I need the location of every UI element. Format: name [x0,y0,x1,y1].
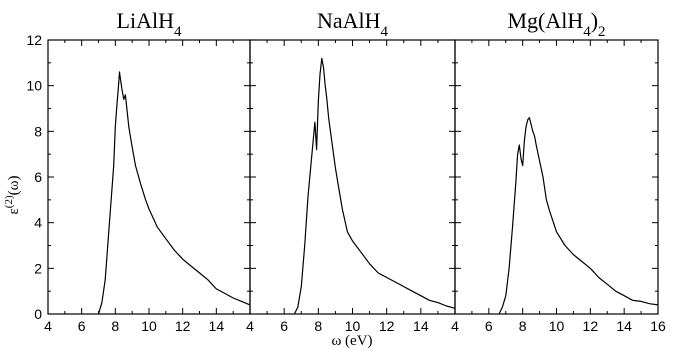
y-tick-label: 0 [34,306,42,322]
x-tick-label: 8 [519,318,527,334]
x-tick-label: 12 [175,318,191,334]
y-tick-label: 10 [26,78,42,94]
x-tick-label: 14 [209,318,225,334]
y-label-arg: (ω) [6,175,22,195]
panel-2: 4 6 8 10 12 14 16 Mg(AlH4)2 [451,8,666,334]
x-tick-label: 6 [78,318,86,334]
series-line-1 [293,57,456,315]
panel-frame [249,39,456,315]
y-tick-label: 4 [34,215,42,231]
panel-1: 4 6 8 10 12 14 NaAlH4 [246,8,456,334]
x-tick-label: 12 [379,318,395,334]
x-tick-label: 12 [583,318,599,334]
x-tick-label: 10 [549,318,565,334]
y-label-main: ε [6,208,22,214]
x-tick-label: 8 [314,318,322,334]
x-tick-label: 10 [141,318,157,334]
x-tick-label: 6 [485,318,493,334]
panel-0: 4 6 8 10 12 14 0 2 4 6 8 10 12 LiAlH4 [26,8,251,334]
x-tick-label: 14 [616,318,632,334]
y-tick-label: 2 [34,260,42,276]
x-tick-label: 6 [280,318,288,334]
panel-title: NaAlH4 [317,8,389,40]
x-tick-label: 4 [451,318,459,334]
x-tick-label: 16 [650,318,666,334]
x-tick-label: 4 [246,318,254,334]
series-line-0 [97,71,251,315]
y-label-sup: (2) [3,195,15,208]
x-tick-label: 8 [111,318,119,334]
x-tick-label: 10 [345,318,361,334]
series-line-2 [498,117,659,315]
panel-title: LiAlH4 [117,8,182,40]
x-tick-label: 14 [413,318,429,334]
panel-frame [454,39,659,315]
x-tick-label: 4 [44,318,52,334]
y-axis-label: ε(2)(ω) [3,175,22,214]
panel-title: Mg(AlH4)2 [507,8,605,40]
y-tick-label: 12 [26,32,42,48]
x-axis-label: ω (eV) [331,333,372,349]
y-tick-label: 6 [34,169,42,185]
panel-frame [47,39,251,315]
y-tick-label: 8 [34,123,42,139]
